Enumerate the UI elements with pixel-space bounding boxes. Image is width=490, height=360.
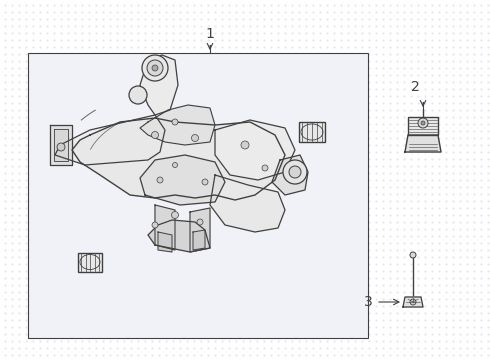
Polygon shape <box>193 230 205 250</box>
Polygon shape <box>140 105 215 145</box>
Polygon shape <box>210 175 285 232</box>
Bar <box>78 252 102 271</box>
Polygon shape <box>403 297 423 307</box>
Circle shape <box>421 121 425 125</box>
Circle shape <box>152 65 158 71</box>
Polygon shape <box>272 155 308 195</box>
Polygon shape <box>50 125 72 165</box>
Polygon shape <box>72 118 285 200</box>
Circle shape <box>157 177 163 183</box>
Polygon shape <box>55 115 165 165</box>
Polygon shape <box>54 129 68 161</box>
Polygon shape <box>158 232 172 252</box>
Circle shape <box>418 118 428 128</box>
Text: 1: 1 <box>206 27 215 41</box>
Polygon shape <box>155 205 175 250</box>
Bar <box>28 53 368 338</box>
Circle shape <box>283 160 307 184</box>
Circle shape <box>172 119 178 125</box>
Circle shape <box>151 131 158 139</box>
Circle shape <box>142 55 168 81</box>
Bar <box>299 122 325 142</box>
Polygon shape <box>140 55 178 115</box>
Circle shape <box>152 222 158 228</box>
Circle shape <box>129 86 147 104</box>
Polygon shape <box>148 220 210 252</box>
Circle shape <box>192 135 198 141</box>
Polygon shape <box>140 155 225 205</box>
Circle shape <box>197 219 203 225</box>
Circle shape <box>172 211 178 219</box>
Circle shape <box>241 141 249 149</box>
Bar <box>408 117 438 135</box>
Circle shape <box>410 299 416 305</box>
Circle shape <box>289 166 301 178</box>
Circle shape <box>262 165 268 171</box>
Polygon shape <box>405 135 441 152</box>
Circle shape <box>172 162 177 167</box>
Text: 2: 2 <box>411 80 419 94</box>
Polygon shape <box>215 120 295 180</box>
Text: 3: 3 <box>364 295 372 309</box>
Circle shape <box>410 252 416 258</box>
Polygon shape <box>190 208 210 252</box>
Circle shape <box>202 179 208 185</box>
Circle shape <box>147 60 163 76</box>
Circle shape <box>57 143 65 151</box>
